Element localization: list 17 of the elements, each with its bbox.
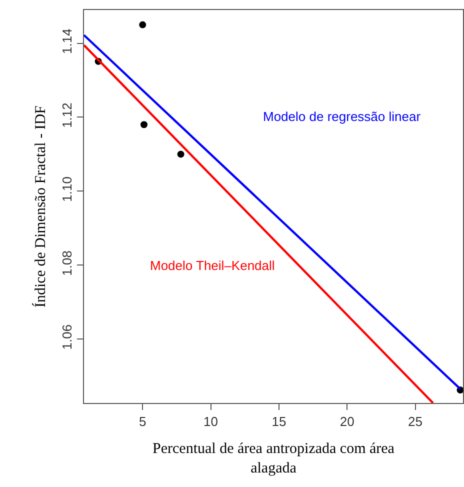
x-tick-label: 20 <box>340 414 354 429</box>
point <box>139 21 146 28</box>
text: Modelo de regressão linear <box>263 109 422 124</box>
point <box>177 150 184 158</box>
y-tick-label: 1.08 <box>60 250 75 276</box>
point <box>140 121 148 128</box>
x-axis-title: Percentual de área antropizada com área alagada <box>152 440 395 476</box>
y-tick-label: 1.10 <box>60 176 75 202</box>
y-axis-title: Índice de Dimensão Fractal - IDF <box>32 105 49 308</box>
y-tick-label: 1.06 <box>60 324 75 350</box>
y-tick-label: 1.14 <box>60 28 75 54</box>
y-tick-label: 1.12 <box>60 102 75 128</box>
series-label: Modelo Theil–Kendall <box>150 258 275 273</box>
x-tick-label: 15 <box>272 414 286 429</box>
x-tick-label: 5 <box>139 414 146 429</box>
x-tick-label: 10 <box>204 414 218 429</box>
x-tick-label: 25 <box>408 414 423 429</box>
